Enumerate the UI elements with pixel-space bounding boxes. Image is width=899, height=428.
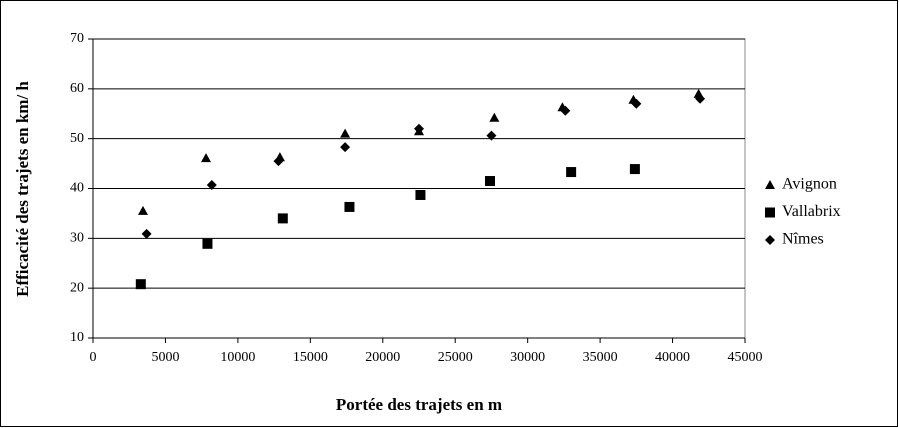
- point: [206, 180, 217, 191]
- x-tick-label: 35000: [583, 350, 618, 365]
- point: [340, 142, 351, 153]
- point: [277, 213, 288, 224]
- x-tick-label: 10000: [220, 350, 255, 365]
- legend-label: Nîmes: [782, 231, 824, 248]
- legend-label: Vallabrix: [782, 203, 841, 220]
- point: [340, 128, 351, 138]
- point: [137, 205, 148, 215]
- legend-marker: [765, 180, 775, 189]
- point: [135, 279, 146, 290]
- point: [201, 153, 212, 163]
- point: [415, 189, 426, 200]
- x-tick-label: 25000: [438, 350, 473, 365]
- y-tick-label: 60: [70, 81, 84, 96]
- x-tick-label: 45000: [728, 350, 763, 365]
- x-tick-label: 30000: [510, 350, 545, 365]
- y-tick-label: 40: [70, 181, 84, 196]
- legend-marker: [765, 207, 775, 218]
- x-tick-label: 0: [90, 350, 97, 365]
- legend-marker: [765, 235, 775, 245]
- y-tick-label: 50: [70, 131, 84, 146]
- point: [560, 105, 571, 116]
- point: [695, 93, 706, 104]
- point: [344, 201, 355, 212]
- point: [414, 123, 424, 134]
- point: [141, 228, 152, 239]
- legend-label: Avignon: [782, 176, 837, 193]
- point: [489, 112, 500, 122]
- y-axis-title: Efficacité des trajets en km/ h: [13, 81, 32, 297]
- x-tick-label: 20000: [365, 350, 400, 365]
- y-tick-label: 20: [70, 280, 84, 295]
- x-axis-title: Portée des trajets en m: [336, 395, 502, 414]
- point: [273, 156, 284, 167]
- point: [202, 238, 213, 249]
- point: [629, 164, 640, 175]
- x-tick-label: 15000: [293, 350, 328, 365]
- x-tick-label: 40000: [655, 350, 690, 365]
- y-tick-label: 10: [70, 330, 84, 345]
- point: [484, 176, 495, 187]
- point: [486, 130, 497, 141]
- point: [631, 98, 642, 109]
- x-tick-label: 5000: [151, 350, 179, 365]
- point: [566, 167, 577, 178]
- y-tick-label: 30: [70, 231, 84, 246]
- y-tick-label: 70: [70, 31, 84, 46]
